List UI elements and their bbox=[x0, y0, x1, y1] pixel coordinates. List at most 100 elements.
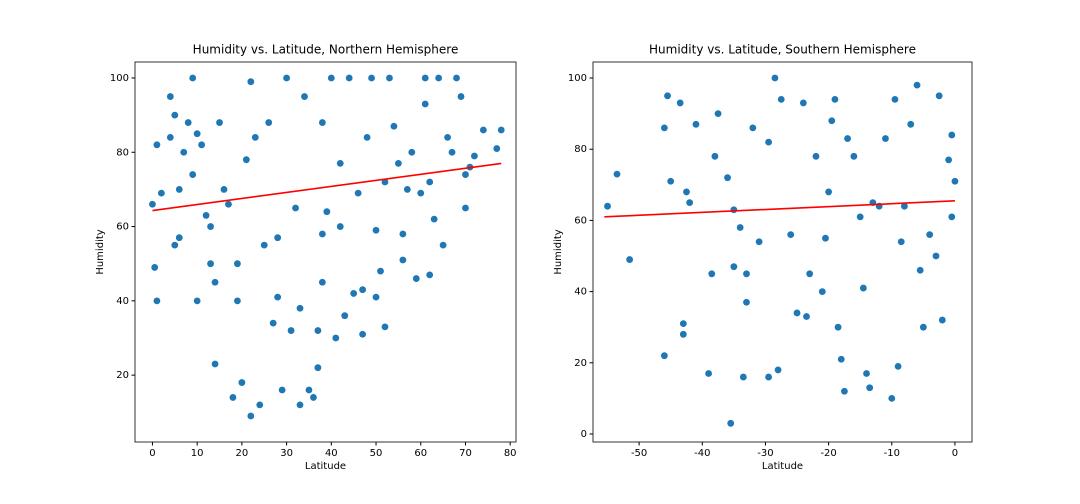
chart-title: Humidity vs. Latitude, Northern Hemisphe… bbox=[193, 43, 459, 57]
point bbox=[151, 264, 159, 271]
point bbox=[724, 174, 731, 182]
point bbox=[711, 152, 719, 160]
point bbox=[692, 120, 700, 128]
point bbox=[938, 316, 946, 324]
point bbox=[730, 263, 738, 271]
x-tick-label: 80 bbox=[504, 448, 517, 459]
point bbox=[381, 178, 389, 186]
point bbox=[736, 224, 744, 231]
point bbox=[834, 323, 842, 331]
point bbox=[897, 238, 905, 246]
point bbox=[901, 202, 908, 210]
point bbox=[844, 135, 851, 142]
regression-line bbox=[604, 200, 955, 218]
point bbox=[863, 370, 870, 377]
point bbox=[822, 234, 829, 242]
point bbox=[301, 93, 308, 100]
point bbox=[211, 278, 219, 286]
point bbox=[453, 74, 460, 82]
y-axis-label: Humidity bbox=[553, 229, 564, 274]
point bbox=[841, 387, 848, 395]
point bbox=[211, 360, 219, 368]
point bbox=[234, 260, 241, 268]
point bbox=[604, 202, 611, 210]
point bbox=[189, 74, 197, 82]
point bbox=[292, 204, 299, 212]
y-tick-label: 0 bbox=[581, 429, 587, 440]
point bbox=[831, 95, 839, 103]
point bbox=[314, 364, 322, 372]
point bbox=[664, 92, 671, 100]
x-tick-label: 30 bbox=[280, 448, 293, 459]
y-tick-label: 40 bbox=[116, 296, 129, 307]
point bbox=[825, 188, 833, 196]
point bbox=[345, 74, 353, 82]
point bbox=[310, 394, 317, 401]
y-tick-label: 40 bbox=[574, 287, 587, 298]
point bbox=[462, 171, 469, 178]
point bbox=[426, 178, 434, 186]
x-tick-label: 0 bbox=[149, 448, 155, 459]
point bbox=[341, 312, 349, 320]
point bbox=[153, 297, 161, 305]
point bbox=[448, 148, 456, 156]
point bbox=[417, 189, 425, 197]
point bbox=[149, 200, 156, 208]
x-tick-label: 10 bbox=[191, 448, 204, 459]
point bbox=[708, 270, 716, 278]
point bbox=[171, 241, 179, 249]
point bbox=[180, 148, 188, 156]
x-tick-label: 60 bbox=[414, 448, 427, 459]
point bbox=[948, 213, 956, 221]
x-tick-label: -10 bbox=[884, 448, 900, 459]
point bbox=[377, 267, 384, 275]
point bbox=[350, 290, 358, 297]
point bbox=[247, 78, 255, 86]
point bbox=[363, 134, 371, 141]
point bbox=[220, 186, 228, 193]
point bbox=[198, 141, 206, 149]
point bbox=[771, 74, 779, 82]
point bbox=[613, 170, 621, 178]
point bbox=[859, 284, 867, 292]
point bbox=[189, 171, 197, 178]
point bbox=[207, 223, 214, 230]
y-tick-label: 80 bbox=[116, 147, 129, 158]
y-tick-label: 60 bbox=[574, 215, 587, 226]
point bbox=[399, 256, 407, 264]
point bbox=[372, 226, 380, 234]
point bbox=[828, 117, 836, 125]
point bbox=[660, 124, 668, 132]
point bbox=[888, 394, 896, 402]
x-tick-label: -50 bbox=[631, 448, 647, 459]
point bbox=[749, 124, 757, 132]
point bbox=[679, 320, 687, 328]
point bbox=[837, 355, 845, 363]
point bbox=[679, 330, 687, 338]
x-tick-label: 0 bbox=[952, 448, 958, 459]
point bbox=[891, 95, 899, 103]
point bbox=[882, 135, 889, 142]
point bbox=[229, 394, 237, 401]
regression-line bbox=[152, 162, 502, 212]
point bbox=[951, 177, 959, 185]
point bbox=[435, 74, 443, 82]
x-tick-label: 40 bbox=[325, 448, 338, 459]
point bbox=[166, 93, 174, 100]
point bbox=[806, 270, 814, 278]
point bbox=[926, 231, 934, 239]
x-tick-label: 50 bbox=[370, 448, 383, 459]
point bbox=[390, 122, 398, 130]
point bbox=[479, 126, 487, 134]
point bbox=[318, 230, 326, 238]
point bbox=[743, 298, 750, 306]
point bbox=[426, 271, 434, 279]
point bbox=[207, 260, 214, 268]
x-tick-label: -20 bbox=[820, 448, 836, 459]
point bbox=[278, 386, 286, 394]
x-tick-label: -40 bbox=[694, 448, 710, 459]
point bbox=[497, 126, 505, 134]
point bbox=[421, 74, 429, 82]
point bbox=[256, 401, 264, 409]
